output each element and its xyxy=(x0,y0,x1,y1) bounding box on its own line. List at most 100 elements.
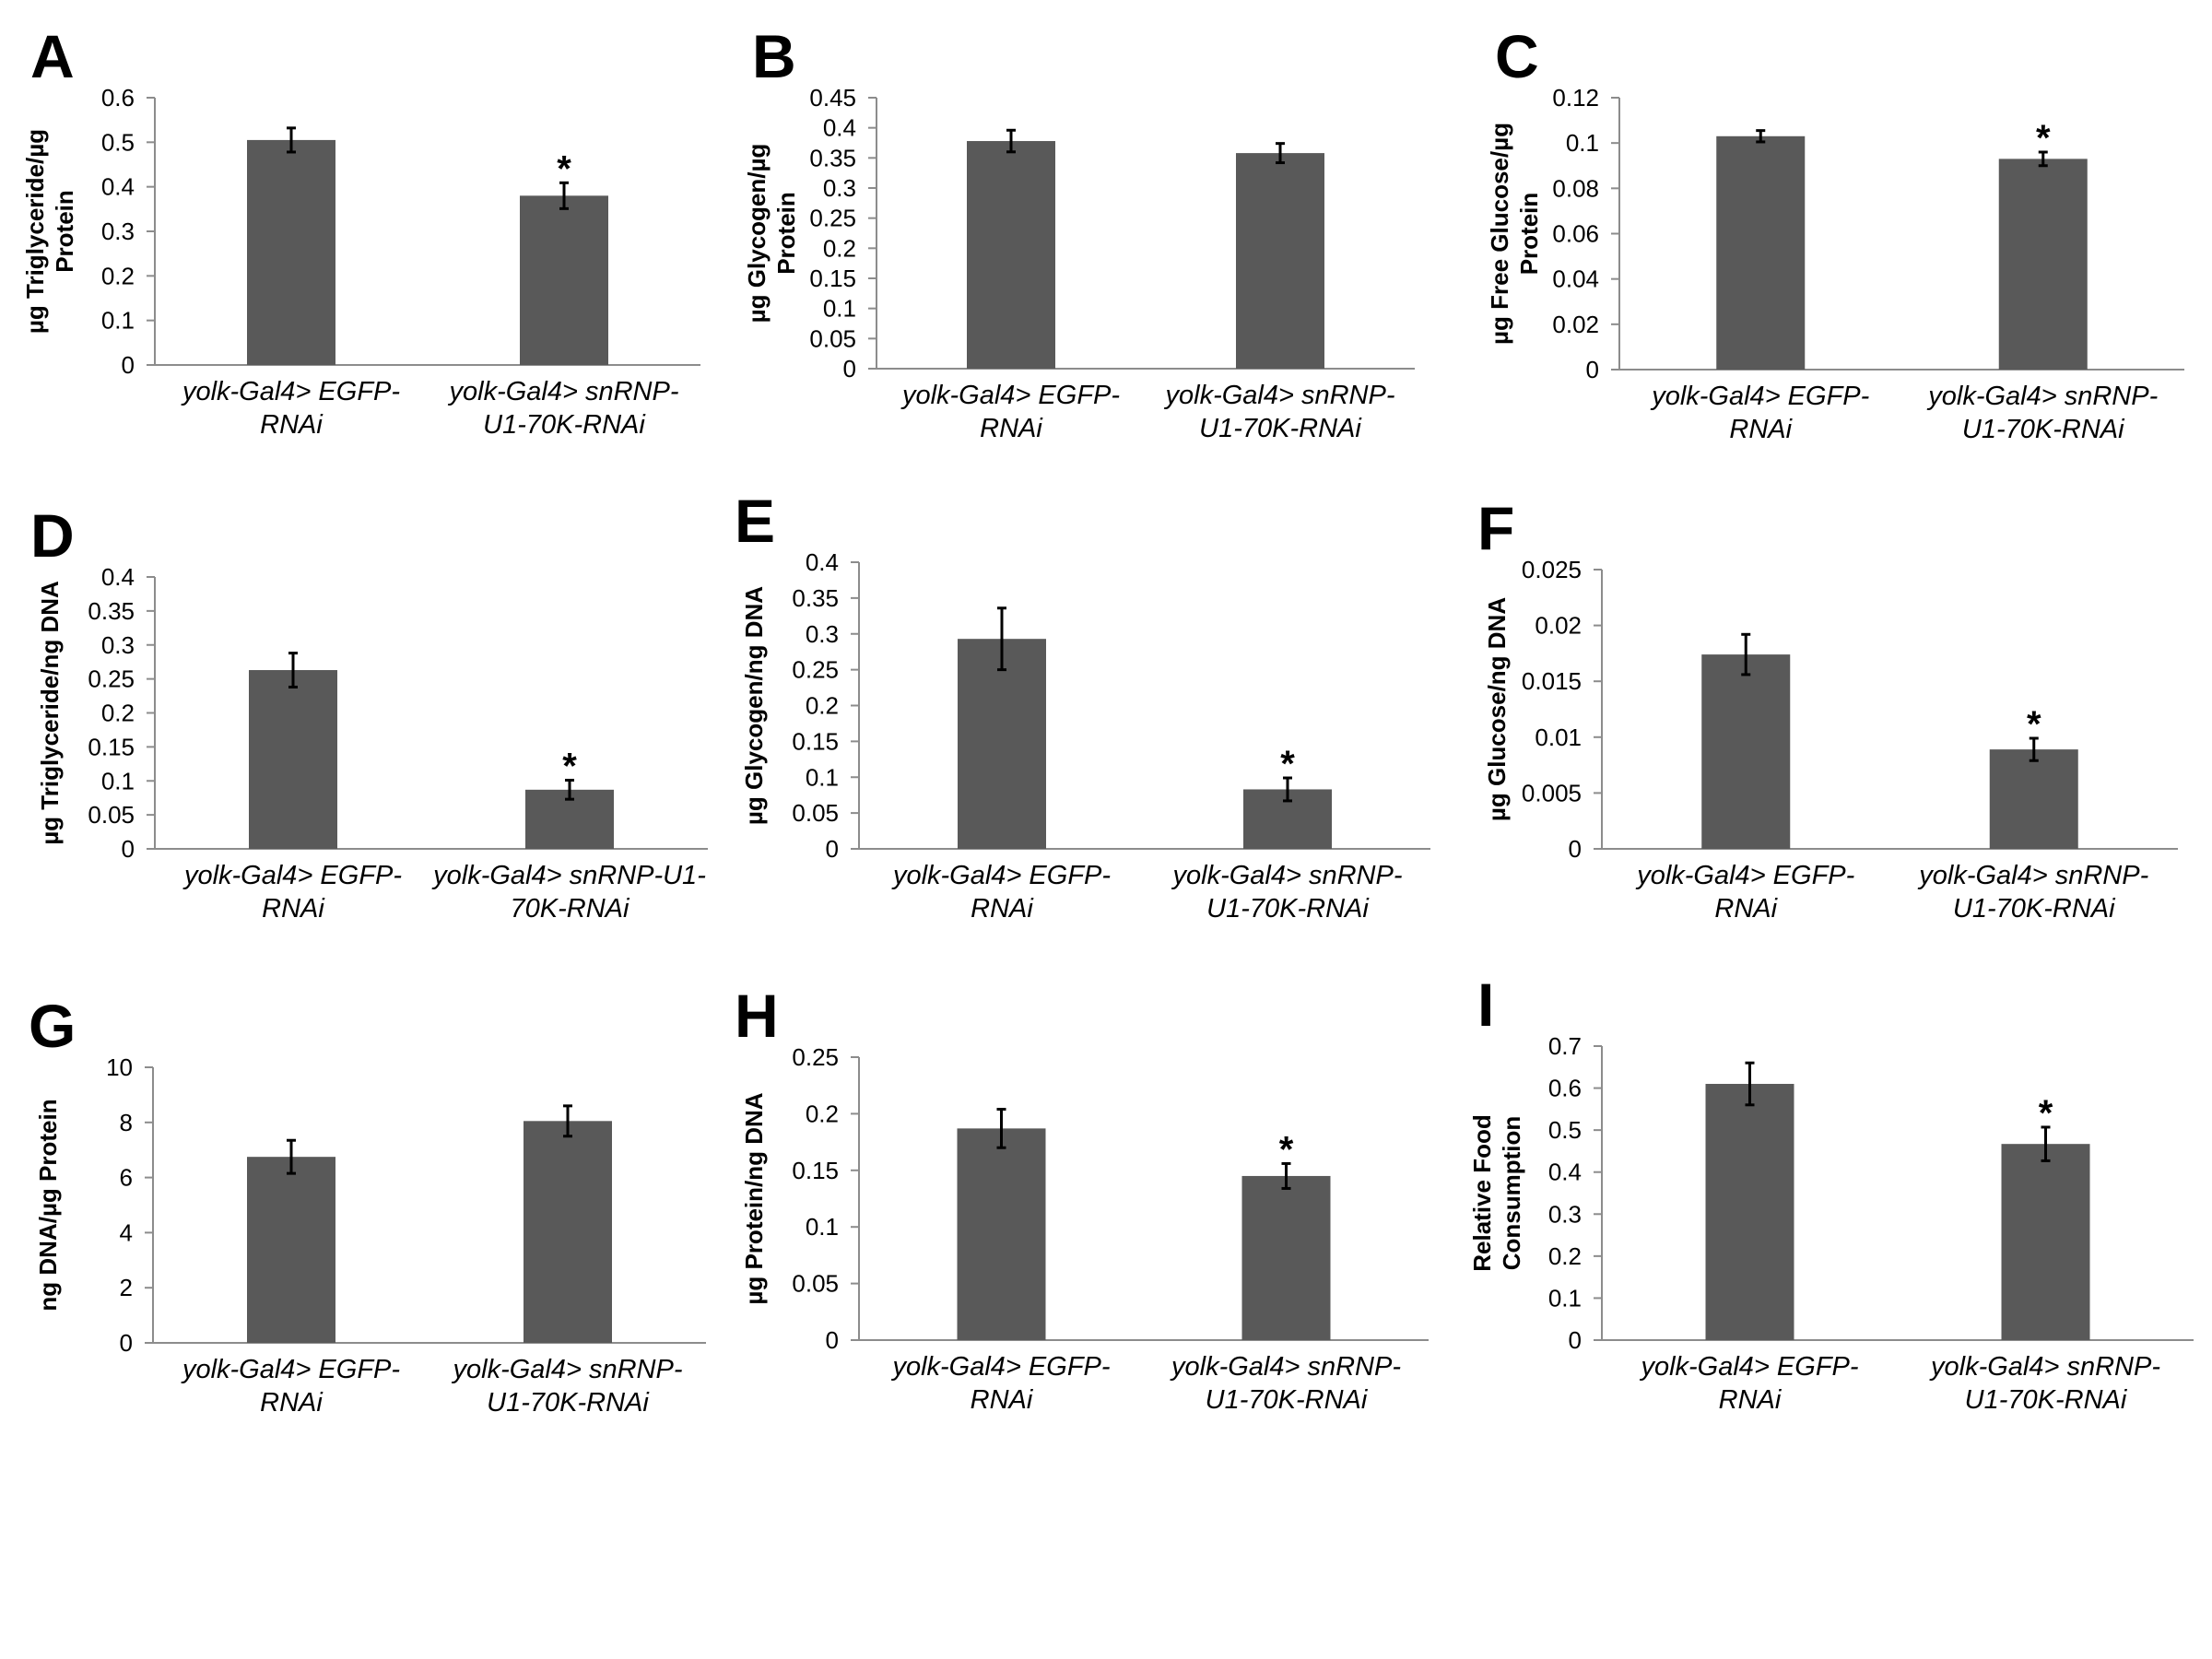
panel-a: A 0 0.1 0.2 0.3 0.4 0.5 0.6 µg Triglyceride/µg Pr… xyxy=(21,22,700,440)
y-tick-label: 0.6 xyxy=(1548,1075,1582,1102)
y-axis-title: µg Free Glucose/µg xyxy=(1486,123,1513,345)
bar xyxy=(2001,1144,2090,1340)
y-tick-label: 8 xyxy=(120,1109,133,1136)
x-category-label: RNAi xyxy=(980,414,1043,443)
y-axis-title: Consumption xyxy=(1498,1116,1525,1271)
y-tick-label: 0 xyxy=(826,1326,839,1354)
x-category-label: U1-70K-RNAi xyxy=(1206,1385,1369,1415)
y-tick-label: 0.01 xyxy=(1535,724,1582,751)
panel-letter: F xyxy=(1477,494,1514,562)
significance-asterisk: * xyxy=(562,747,577,787)
y-tick-label: 0.1 xyxy=(806,763,839,791)
panel-letter: G xyxy=(29,992,76,1060)
y-tick-label: 0.1 xyxy=(823,295,856,323)
y-tick-label: 0 xyxy=(1569,835,1582,863)
panel-c: C 0 0.02 0.04 0.06 0.08 0.1 0.12 µg Free Glucose… xyxy=(1486,22,2184,444)
panel-letter: H xyxy=(735,982,779,1050)
y-tick-label: 0.4 xyxy=(101,173,135,201)
x-category-label: yolk-Gal4> snRNP- xyxy=(1171,861,1403,890)
y-tick-label: 0.02 xyxy=(1552,311,1599,338)
x-category-label: yolk-Gal4> EGFP- xyxy=(182,861,402,890)
x-category-label: yolk-Gal4> EGFP- xyxy=(1635,861,1854,890)
panel-g: G 0 2 4 6 8 10 ng DNA/µg Protein yolk-Gal4> EGFP… xyxy=(29,992,706,1418)
panel-d: D 0 0.05 0.1 0.15 0.2 0.25 0.3 0.35 0.4 µg Triglyc… xyxy=(30,501,708,924)
y-tick-label: 0.15 xyxy=(792,727,839,755)
significance-asterisk: * xyxy=(2039,1093,2053,1134)
y-tick-label: 0 xyxy=(1586,356,1599,383)
bar xyxy=(1989,749,2078,849)
y-tick-label: 0.1 xyxy=(1548,1284,1582,1312)
x-category-label: RNAi xyxy=(971,894,1034,924)
y-tick-label: 0.3 xyxy=(823,174,856,202)
panel-letter: D xyxy=(30,501,75,570)
y-tick-label: 0 xyxy=(122,835,135,863)
y-tick-label: 0.2 xyxy=(806,692,839,720)
y-tick-label: 0.04 xyxy=(1552,265,1599,293)
significance-asterisk: * xyxy=(2027,704,2041,745)
y-tick-label: 0 xyxy=(120,1329,133,1357)
bar xyxy=(1236,153,1324,369)
y-tick-label: 0.2 xyxy=(1548,1242,1582,1270)
y-tick-label: 0.05 xyxy=(88,801,135,829)
x-category-label: yolk-Gal4> EGFP- xyxy=(1639,1352,1858,1382)
y-axis-title: Relative Food xyxy=(1468,1114,1496,1271)
y-axis-title: µg Glucose/ng DNA xyxy=(1483,597,1511,821)
y-tick-label: 0.25 xyxy=(88,665,135,693)
y-tick-label: 0.1 xyxy=(1566,129,1599,157)
x-category-label: yolk-Gal4> snRNP- xyxy=(1929,1352,2160,1382)
panel-letter: A xyxy=(30,22,75,90)
x-category-label: yolk-Gal4> snRNP- xyxy=(1926,382,2158,411)
bar xyxy=(1716,135,1806,370)
y-tick-label: 2 xyxy=(120,1274,133,1301)
x-category-label: yolk-Gal4> snRNP- xyxy=(1170,1352,1401,1382)
significance-asterisk: * xyxy=(557,148,571,189)
y-tick-label: 0.15 xyxy=(809,265,856,292)
y-tick-label: 0.1 xyxy=(806,1213,839,1241)
bar xyxy=(524,1121,612,1343)
x-category-label: yolk-Gal4> snRNP- xyxy=(448,377,679,406)
y-tick-label: 0.3 xyxy=(1548,1200,1582,1228)
y-axis-title: µg Triglyceride/ng DNA xyxy=(36,581,64,845)
y-tick-label: 0.06 xyxy=(1552,220,1599,248)
y-axis-title: µg Triglyceride/µg xyxy=(21,129,49,334)
significance-asterisk: * xyxy=(1279,1129,1294,1170)
y-tick-label: 0.2 xyxy=(101,700,135,727)
bar xyxy=(247,1157,335,1343)
y-axis-title: Protein xyxy=(1515,193,1543,276)
x-category-label: U1-70K-RNAi xyxy=(483,410,646,440)
y-tick-label: 0.4 xyxy=(806,548,839,576)
y-tick-label: 0.2 xyxy=(823,234,856,262)
x-category-label: RNAi xyxy=(1729,415,1793,444)
x-category-label: U1-70K-RNAi xyxy=(1965,1385,2128,1415)
y-axis-title: ng DNA/µg Protein xyxy=(34,1099,62,1311)
panel-letter: I xyxy=(1477,971,1494,1039)
y-tick-label: 0.3 xyxy=(101,218,135,245)
y-axis-title: Protein xyxy=(51,190,78,273)
bar xyxy=(967,141,1055,369)
y-tick-label: 10 xyxy=(106,1053,133,1081)
x-category-label: yolk-Gal4> EGFP- xyxy=(181,377,400,406)
x-category-label: RNAi xyxy=(1714,894,1778,924)
panel-b: B 0 0.050.1 0.15 0.20.25 0.3 0.350.40.45 µg Gly… xyxy=(743,22,1415,443)
panel-letter: E xyxy=(735,487,775,555)
y-tick-label: 0.4 xyxy=(823,114,856,142)
x-category-label: yolk-Gal4> EGFP- xyxy=(1650,382,1869,411)
y-tick-label: 0.05 xyxy=(792,799,839,827)
y-tick-label: 0.6 xyxy=(101,84,135,112)
y-tick-label: 0.25 xyxy=(792,656,839,684)
x-category-label: yolk-Gal4> EGFP- xyxy=(181,1355,400,1384)
significance-asterisk: * xyxy=(2036,118,2051,159)
panel-h: H 0 0.05 0.1 0.15 0.2 0.25 µg Protein/ng DNA yol… xyxy=(735,982,1429,1415)
y-tick-label: 0.08 xyxy=(1552,174,1599,202)
y-tick-label: 0.25 xyxy=(792,1043,839,1071)
y-tick-label: 0.05 xyxy=(792,1270,839,1298)
y-tick-label: 0.35 xyxy=(88,597,135,625)
y-axis-title: Protein xyxy=(772,192,800,275)
x-category-label: yolk-Gal4> snRNP- xyxy=(452,1355,683,1384)
y-tick-label: 0.5 xyxy=(101,128,135,156)
y-tick-label: 0.005 xyxy=(1522,779,1582,806)
x-category-label: RNAi xyxy=(260,410,324,440)
y-tick-label: 0.2 xyxy=(101,262,135,289)
bar xyxy=(1701,654,1791,849)
